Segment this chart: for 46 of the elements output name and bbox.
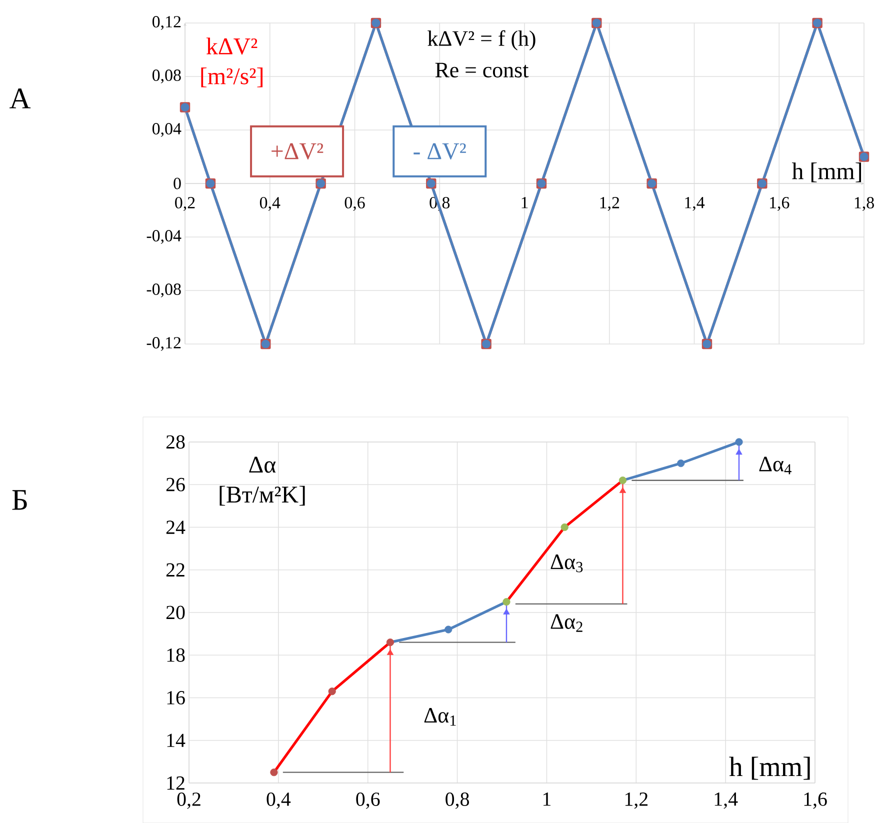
annotation: Δα$_{2}$ (550, 614, 582, 632)
annotation: Re = const (435, 62, 529, 78)
series-label: - ΔV² (414, 143, 466, 160)
x-axis-title: h [mm] (729, 756, 810, 780)
y-tick-label: 28 (166, 435, 185, 449)
x-axis-title: h [mm] (792, 162, 862, 182)
annotation: kΔV² = f (h) (428, 30, 536, 50)
y-axis-title: Δα [Вт/м²K] (220, 456, 305, 506)
y-tick-label: 18 (167, 648, 185, 662)
y-tick-label: -0,08 (146, 284, 181, 298)
x-tick-label: 1,4 (685, 196, 705, 211)
series-label: +ΔV² (272, 143, 324, 160)
annotation: Δα$_{1}$ (424, 708, 456, 726)
annotation: Δα$_{3}$ (550, 554, 583, 572)
x-tick-label: 1 (543, 792, 551, 806)
x-tick-label: 0,4 (260, 197, 280, 211)
y-tick-label: 22 (166, 563, 184, 576)
y-tick-label: -0,04 (146, 230, 182, 244)
x-tick-label: 1,2 (600, 196, 620, 211)
y-axis-title: kΔV² [m²/s²] (201, 38, 262, 88)
annotation: Δα$_{4}$ (759, 456, 792, 474)
y-tick-label: 12 (167, 776, 184, 790)
x-tick-label: 0,6 (344, 197, 365, 211)
y-tick-label: -0,12 (146, 337, 181, 351)
x-tick-label: 1,4 (714, 792, 738, 809)
x-tick-label: 1,6 (804, 792, 827, 809)
x-tick-label: 0,8 (446, 792, 469, 809)
text: Б (12, 490, 27, 510)
y-tick-label: 20 (166, 606, 185, 620)
x-tick-label: 1,2 (625, 792, 648, 809)
x-tick-label: 0,2 (175, 197, 195, 211)
y-tick-label: 26 (166, 478, 185, 492)
y-tick-label: 24 (166, 520, 186, 534)
y-tick-label: 0 (174, 178, 181, 190)
x-tick-label: 1,6 (770, 196, 790, 211)
x-tick-label: 0,6 (356, 792, 380, 809)
x-tick-label: 0,2 (177, 792, 200, 809)
y-tick-label: 16 (167, 691, 185, 704)
x-tick-label: 1,8 (854, 197, 874, 211)
y-tick-label: 0,08 (152, 70, 181, 84)
x-tick-label: 0,4 (266, 792, 291, 809)
x-tick-label: 1 (522, 196, 528, 208)
y-tick-label: 0,12 (152, 16, 181, 30)
text: А (10, 88, 31, 108)
y-tick-label: 14 (167, 734, 186, 747)
y-tick-label: 0,04 (152, 123, 182, 137)
